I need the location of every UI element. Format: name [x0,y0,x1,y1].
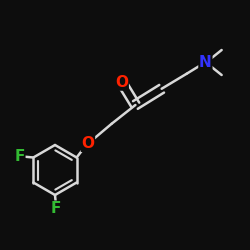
Text: F: F [51,201,62,216]
Text: O: O [115,75,128,90]
Text: O: O [82,136,94,151]
Text: N: N [199,55,212,70]
Text: F: F [14,149,25,164]
